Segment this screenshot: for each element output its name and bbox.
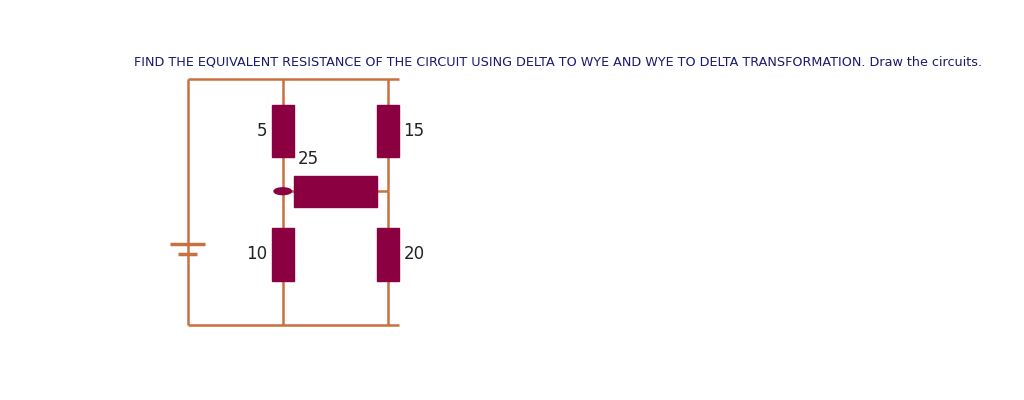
FancyBboxPatch shape	[294, 176, 377, 207]
FancyBboxPatch shape	[377, 105, 399, 157]
Circle shape	[274, 188, 292, 195]
Text: 20: 20	[403, 245, 425, 263]
FancyBboxPatch shape	[377, 228, 399, 280]
FancyBboxPatch shape	[271, 105, 294, 157]
Text: 15: 15	[403, 122, 425, 140]
FancyBboxPatch shape	[271, 228, 294, 280]
Text: 25: 25	[298, 150, 318, 168]
Text: FIND THE EQUIVALENT RESISTANCE OF THE CIRCUIT USING DELTA TO WYE AND WYE TO DELT: FIND THE EQUIVALENT RESISTANCE OF THE CI…	[134, 56, 982, 69]
Text: 10: 10	[246, 245, 267, 263]
Text: 5: 5	[256, 122, 267, 140]
